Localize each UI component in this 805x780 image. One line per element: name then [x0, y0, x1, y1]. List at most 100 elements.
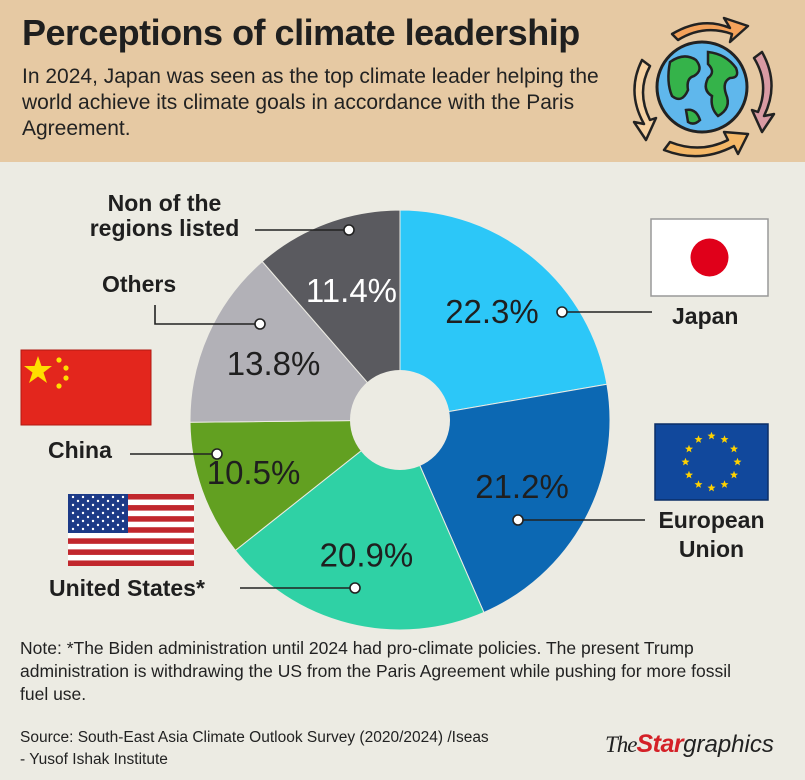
us-star [101, 511, 105, 515]
label-japan: Japan [672, 303, 739, 329]
us-star [106, 499, 110, 503]
us-star [81, 511, 85, 515]
eu-star [720, 480, 729, 488]
donut-chart: 22.3% 21.2% 20.9% 10.5% 13.8% 11.4% [20, 209, 769, 631]
us-flag-icon [68, 494, 194, 566]
us-star [71, 495, 75, 499]
label-eu-line1: European [658, 507, 765, 533]
value-label-none-of-listed: 11.4% [306, 272, 397, 309]
us-star [81, 503, 85, 507]
us-stripe [68, 494, 194, 500]
us-star [91, 527, 95, 531]
us-star [121, 527, 125, 531]
donut-hole [350, 370, 450, 470]
us-star [86, 515, 90, 519]
eu-star [681, 457, 690, 466]
us-star [106, 515, 110, 519]
us-stripe [68, 516, 194, 522]
eu-star [707, 431, 716, 440]
brand-logo: TheStargraphics [605, 730, 774, 759]
globe-recycle-icon [632, 16, 776, 158]
us-star [81, 527, 85, 531]
leader-dot-none [343, 224, 355, 236]
us-star [91, 511, 95, 515]
leader-line-others [154, 305, 260, 325]
page-title: Perceptions of climate leadership [22, 12, 580, 53]
us-star [81, 495, 85, 499]
eu-flag-icon [654, 423, 769, 501]
source-credit: Source: South-East Asia Climate Outlook … [20, 729, 489, 768]
value-label-others: 13.8% [227, 345, 321, 382]
brand-graphics: graphics [683, 731, 774, 758]
us-star [111, 511, 115, 515]
eu-star [730, 470, 738, 479]
label-none-line2: regions listed [89, 215, 240, 241]
us-star [121, 519, 125, 523]
us-star [101, 503, 105, 507]
us-star [86, 507, 90, 511]
us-star [86, 523, 90, 527]
us-star [96, 523, 100, 527]
leader-dot-eu [512, 514, 524, 526]
us-star [111, 519, 115, 523]
us-star [76, 499, 80, 503]
eu-star [694, 480, 703, 488]
pie-slice-others [189, 260, 402, 423]
eu-star [720, 435, 729, 443]
us-star [96, 515, 100, 519]
us-stripe [68, 549, 194, 555]
us-star [116, 499, 120, 503]
value-label-china: 10.5% [207, 454, 301, 491]
pie-slice-united-states [234, 419, 485, 631]
us-stripe [68, 560, 194, 566]
us-star [91, 503, 95, 507]
eu-star [707, 483, 716, 492]
us-star [96, 507, 100, 511]
us-star [121, 511, 125, 515]
leader-dot-china [211, 448, 223, 460]
us-star [111, 503, 115, 507]
eu-star [685, 470, 693, 479]
footnote: Note: *The Biden administration until 20… [20, 638, 732, 704]
eu-star [685, 444, 693, 453]
us-star [96, 499, 100, 503]
us-star [76, 523, 80, 527]
japan-flag-icon [650, 218, 769, 297]
eu-star [694, 435, 703, 443]
us-star [116, 523, 120, 527]
us-star [71, 527, 75, 531]
page-subtitle: In 2024, Japan was seen as the top clima… [22, 65, 599, 140]
us-star [71, 503, 75, 507]
us-star [111, 495, 115, 499]
header-band: Perceptions of climate leadership In 202… [0, 0, 805, 162]
us-star [91, 495, 95, 499]
pie-slice-none-of-listed [261, 209, 401, 422]
us-stripe [68, 527, 194, 533]
label-china: China [48, 437, 112, 463]
label-us: United States* [49, 575, 205, 601]
us-star [121, 495, 125, 499]
us-star [86, 499, 90, 503]
eu-star [733, 457, 742, 466]
us-star [101, 527, 105, 531]
brand-the: The [605, 732, 637, 757]
us-stripe [68, 538, 194, 544]
us-stripe [68, 505, 194, 511]
label-eu-line2: Union [678, 536, 745, 562]
us-star [81, 519, 85, 523]
pie-slice-china [189, 419, 402, 552]
us-star [111, 527, 115, 531]
us-star [71, 519, 75, 523]
us-star [101, 495, 105, 499]
us-star [76, 507, 80, 511]
brand-star: Star [636, 730, 684, 758]
label-others: Others [102, 271, 177, 297]
label-none-line1: Non of the [107, 190, 222, 216]
us-star [71, 511, 75, 515]
value-label-united-states: 20.9% [320, 536, 414, 573]
leader-dot-others [254, 318, 266, 330]
leader-dot-japan [556, 306, 568, 318]
us-star [91, 519, 95, 523]
value-label-european-union: 21.2% [475, 468, 569, 505]
us-star [116, 515, 120, 519]
